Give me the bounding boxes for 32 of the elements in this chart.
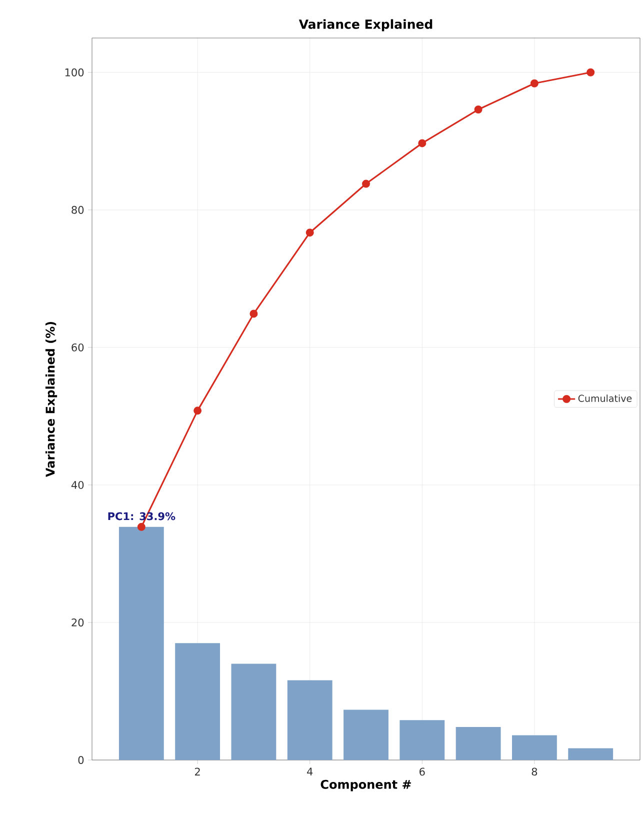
point xyxy=(474,106,482,114)
x-axis-title: Component # xyxy=(320,780,411,792)
point xyxy=(418,139,426,148)
y-axis-title: Variance Explained (%) xyxy=(45,322,58,477)
y-tick-label: 0 xyxy=(78,756,84,764)
point xyxy=(250,310,258,318)
y-tick-label: 60 xyxy=(72,343,84,352)
bar xyxy=(118,526,164,760)
chart-title: Variance Explained xyxy=(298,19,432,32)
y-tick-label: 20 xyxy=(72,618,84,626)
point xyxy=(530,79,538,88)
bar xyxy=(231,664,276,760)
bar xyxy=(400,720,445,760)
legend-label: Cumulative xyxy=(578,394,632,402)
point xyxy=(194,406,202,415)
bar xyxy=(175,643,220,760)
bar xyxy=(456,726,501,760)
bar xyxy=(344,710,388,760)
y-tick-label: 40 xyxy=(71,480,84,489)
bar xyxy=(568,748,614,760)
point xyxy=(137,522,146,531)
point xyxy=(586,68,595,76)
x-tick-label: 4 xyxy=(307,768,313,776)
x-tick-label: 2 xyxy=(194,768,200,776)
x-tick-label: 6 xyxy=(420,768,425,776)
y-tick-label: 80 xyxy=(72,206,84,214)
point xyxy=(306,228,314,237)
x-tick-label: 8 xyxy=(532,768,538,776)
bar xyxy=(287,680,332,760)
point xyxy=(362,180,370,188)
y-tick-label: 100 xyxy=(65,68,84,76)
bar xyxy=(512,735,557,760)
